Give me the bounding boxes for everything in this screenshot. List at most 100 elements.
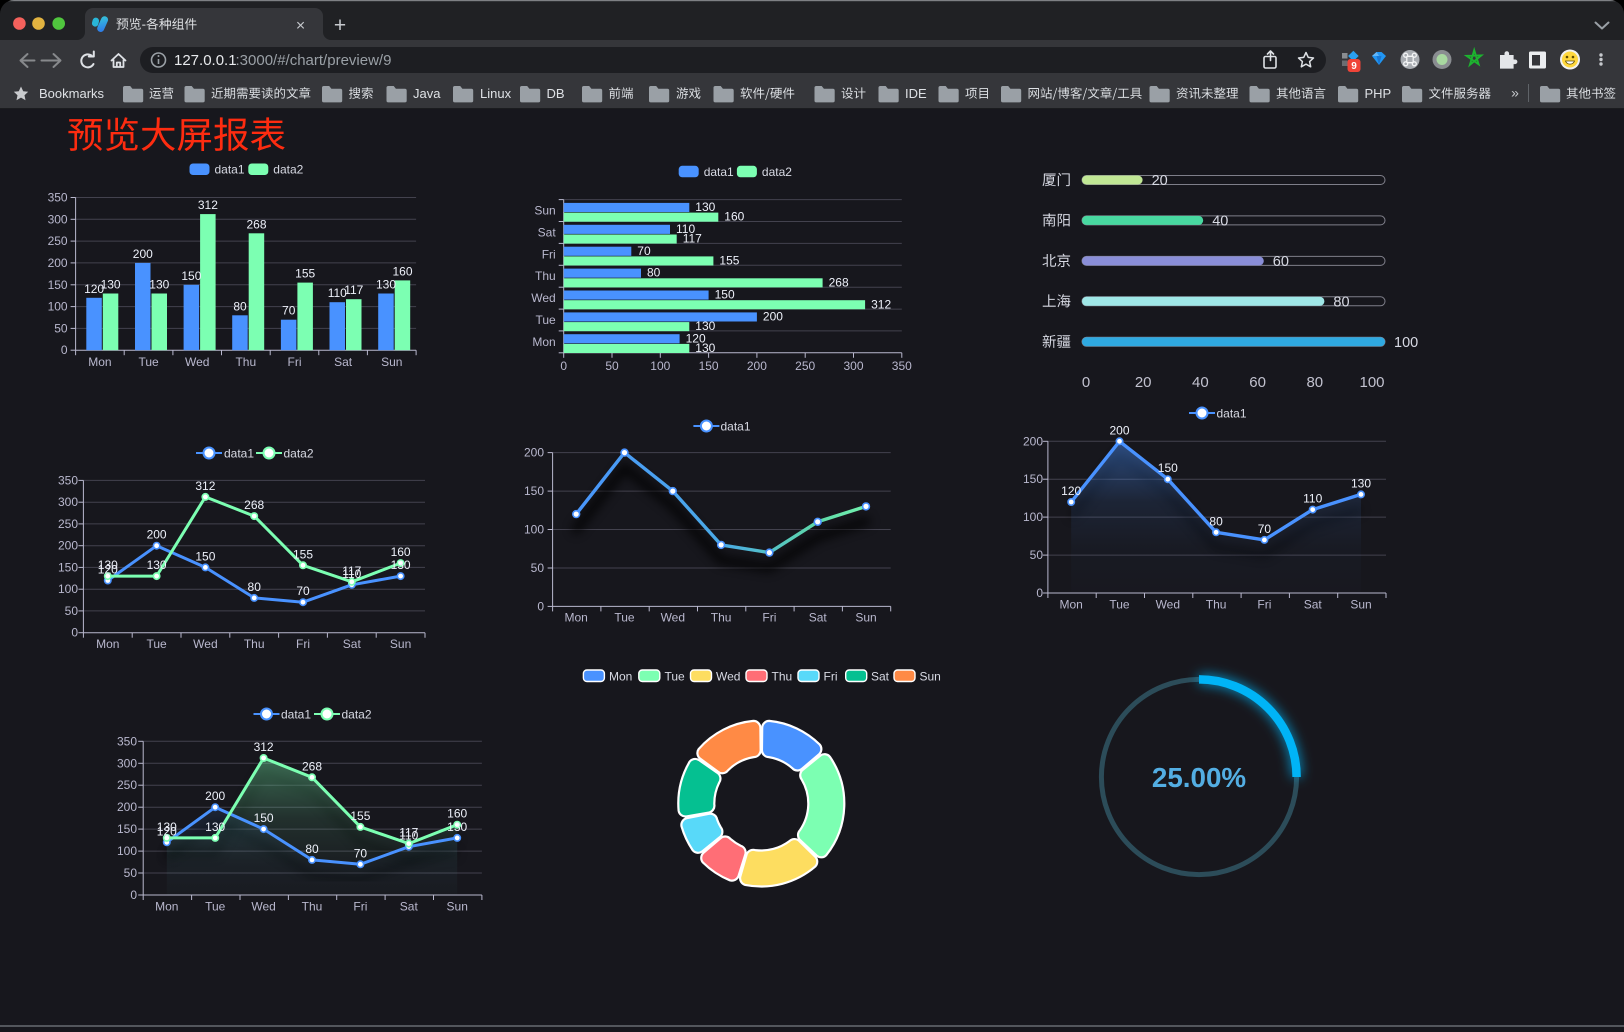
svg-text:Mon: Mon <box>565 611 588 625</box>
svg-text:Sun: Sun <box>381 355 402 369</box>
svg-text:120: 120 <box>157 824 177 838</box>
svg-text:200: 200 <box>147 528 167 542</box>
svg-text:Sat: Sat <box>809 611 828 625</box>
svg-text:150: 150 <box>699 359 719 373</box>
svg-text:130: 130 <box>157 820 177 834</box>
svg-text:300: 300 <box>117 756 137 770</box>
svg-text:150: 150 <box>715 288 735 302</box>
svg-text:130: 130 <box>98 558 118 572</box>
svg-text:150: 150 <box>254 811 274 825</box>
svg-text:100: 100 <box>117 844 137 858</box>
svg-text:200: 200 <box>205 789 225 803</box>
svg-text:Tue: Tue <box>146 637 167 651</box>
svg-text:80: 80 <box>248 580 262 594</box>
svg-text:155: 155 <box>293 547 313 561</box>
svg-text:Java: Java <box>413 86 441 101</box>
svg-text:Sun: Sun <box>390 637 411 651</box>
svg-text:110: 110 <box>676 222 695 236</box>
svg-text:100: 100 <box>1359 374 1384 391</box>
svg-text:DB: DB <box>547 86 565 101</box>
svg-text:Mon: Mon <box>1060 598 1083 612</box>
svg-text:data2: data2 <box>342 708 372 722</box>
svg-text:50: 50 <box>1030 548 1044 562</box>
svg-text:Sun: Sun <box>534 204 555 218</box>
svg-text:80: 80 <box>233 299 247 313</box>
svg-text:100: 100 <box>524 523 544 537</box>
svg-text:100: 100 <box>650 359 670 373</box>
svg-text:130: 130 <box>1351 476 1371 490</box>
svg-text:Thu: Thu <box>711 611 732 625</box>
svg-text:Sun: Sun <box>920 670 941 684</box>
svg-text:×: × <box>296 18 305 35</box>
svg-text:50: 50 <box>124 866 138 880</box>
svg-text:»: » <box>1511 85 1519 101</box>
svg-text:Thu: Thu <box>535 269 556 283</box>
svg-text:110: 110 <box>342 567 361 581</box>
svg-text:Sat: Sat <box>343 637 362 651</box>
svg-text:200: 200 <box>747 359 767 373</box>
svg-text:20: 20 <box>1135 374 1152 391</box>
svg-text:100: 100 <box>48 300 68 314</box>
svg-text:80: 80 <box>305 842 319 856</box>
svg-text:Mon: Mon <box>609 670 632 684</box>
svg-text:250: 250 <box>58 517 78 531</box>
svg-text:117: 117 <box>344 283 363 297</box>
svg-text:Sat: Sat <box>538 225 557 239</box>
svg-text:117: 117 <box>342 564 361 578</box>
svg-text:Tue: Tue <box>1109 598 1130 612</box>
svg-text:Wed: Wed <box>661 611 685 625</box>
svg-text:Linux: Linux <box>480 86 512 101</box>
svg-text:60: 60 <box>1273 254 1289 270</box>
svg-text:250: 250 <box>117 778 137 792</box>
svg-text:312: 312 <box>871 297 891 311</box>
svg-text:Mon: Mon <box>96 637 119 651</box>
svg-text:Fri: Fri <box>762 611 776 625</box>
svg-text:Mon: Mon <box>88 355 111 369</box>
svg-text:150: 150 <box>1023 472 1043 486</box>
svg-text:155: 155 <box>350 809 370 823</box>
svg-text:100: 100 <box>58 582 78 596</box>
svg-text:250: 250 <box>48 234 68 248</box>
svg-text:127.0.0.1: 127.0.0.1 <box>174 52 237 69</box>
svg-text:110: 110 <box>399 829 418 843</box>
svg-text:100: 100 <box>1023 510 1043 524</box>
svg-text:200: 200 <box>763 310 783 324</box>
svg-text:130: 130 <box>205 820 225 834</box>
svg-text:50: 50 <box>65 604 79 618</box>
svg-text:80: 80 <box>1333 294 1349 310</box>
svg-text:120: 120 <box>686 331 706 345</box>
svg-text:Wed: Wed <box>531 291 555 305</box>
svg-text:150: 150 <box>58 560 78 574</box>
svg-text:70: 70 <box>1258 522 1272 536</box>
svg-text:data2: data2 <box>273 163 303 177</box>
svg-text:Thu: Thu <box>772 670 793 684</box>
svg-text:150: 150 <box>48 278 68 292</box>
svg-text:70: 70 <box>296 584 310 598</box>
svg-text:IDE: IDE <box>905 86 927 101</box>
svg-text:130: 130 <box>376 278 396 292</box>
svg-text:Fri: Fri <box>296 637 310 651</box>
svg-text:Sun: Sun <box>1350 598 1371 612</box>
svg-text:312: 312 <box>254 740 274 754</box>
svg-text:Tue: Tue <box>535 313 556 327</box>
svg-text:+: + <box>334 14 346 37</box>
svg-text:200: 200 <box>524 446 544 460</box>
svg-text:Sat: Sat <box>334 355 353 369</box>
svg-text:268: 268 <box>246 217 266 231</box>
svg-text:110: 110 <box>1303 492 1322 506</box>
svg-text:150: 150 <box>181 269 201 283</box>
svg-text:data2: data2 <box>284 447 314 461</box>
svg-text:Thu: Thu <box>244 637 265 651</box>
svg-text:200: 200 <box>133 247 153 261</box>
svg-text:80: 80 <box>647 266 661 280</box>
svg-text:data1: data1 <box>224 447 254 461</box>
svg-text:20: 20 <box>1152 173 1168 189</box>
svg-text:0: 0 <box>71 626 78 640</box>
svg-text:155: 155 <box>295 267 315 281</box>
svg-text:268: 268 <box>244 498 264 512</box>
svg-text:130: 130 <box>695 200 715 214</box>
svg-text:300: 300 <box>58 495 78 509</box>
svg-text:Wed: Wed <box>185 355 209 369</box>
svg-text:Sat: Sat <box>400 900 419 914</box>
svg-text:150: 150 <box>195 549 215 563</box>
